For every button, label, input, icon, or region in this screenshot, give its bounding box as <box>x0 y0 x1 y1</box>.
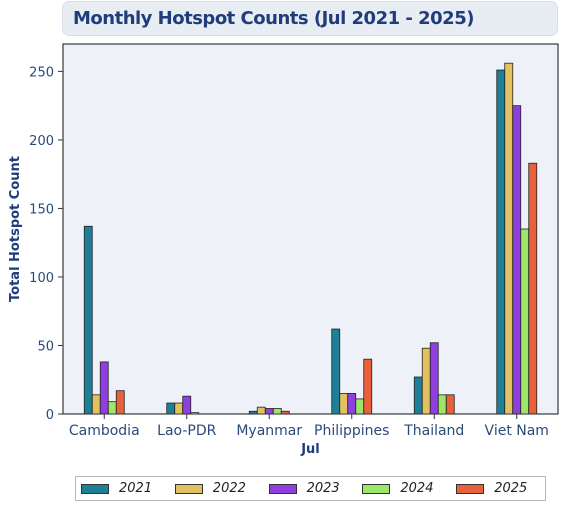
y-tick-label: 50 <box>37 339 54 354</box>
bar <box>528 162 538 415</box>
bar <box>429 342 439 415</box>
bar <box>520 228 530 415</box>
bar <box>331 328 341 415</box>
bar <box>339 393 349 415</box>
x-tick-label: Lao-PDR <box>157 423 216 439</box>
y-tick-label: 150 <box>29 202 54 217</box>
bar <box>107 401 117 415</box>
bar <box>280 410 290 415</box>
bar <box>115 390 125 415</box>
x-tick-label: Viet Nam <box>485 423 549 439</box>
x-tick-label: Cambodia <box>69 423 140 439</box>
bar <box>99 361 109 415</box>
bar <box>413 376 423 415</box>
bar <box>504 62 514 415</box>
bar <box>166 402 176 415</box>
bar <box>512 105 522 415</box>
bar <box>83 225 93 415</box>
bar <box>91 394 101 415</box>
legend-label: 2025 <box>494 481 528 496</box>
bar <box>496 69 506 415</box>
x-tick-label: Thailand <box>403 423 464 439</box>
y-tick-label: 250 <box>29 65 54 80</box>
legend-label: 2021 <box>119 481 153 496</box>
legend-label: 2024 <box>400 481 434 496</box>
chart-title: Monthly Hotspot Counts (Jul 2021 - 2025) <box>73 8 474 29</box>
bar <box>190 412 200 415</box>
legend-swatch <box>268 484 297 494</box>
bar-chart: 0 50 100 150 200 250 Cambodia Lao-PDR Myanmar Phi… <box>8 43 559 457</box>
bar <box>264 408 274 415</box>
y-tick-label: 100 <box>29 271 54 286</box>
bar <box>437 394 447 415</box>
bar <box>182 395 192 415</box>
bar <box>248 410 258 415</box>
legend-swatch <box>362 484 391 494</box>
chart-title-box: Monthly Hotspot Counts (Jul 2021 - 2025) <box>62 1 558 36</box>
x-tick-label: Philippines <box>314 423 389 439</box>
legend-swatch <box>456 484 485 494</box>
bar <box>445 394 455 415</box>
bar <box>421 347 431 415</box>
bar <box>256 406 266 415</box>
y-axis-label: Total Hotspot Count <box>8 156 23 302</box>
bar <box>363 358 373 415</box>
bar <box>272 408 282 415</box>
x-axis-label: Jul <box>300 442 320 457</box>
legend-label: 2022 <box>212 481 246 496</box>
legend-swatch <box>174 484 203 494</box>
chart-legend: 2021 2022 2023 2024 2025 <box>75 476 546 501</box>
plot-area <box>62 43 559 415</box>
y-tick-label: 0 <box>46 408 54 423</box>
bar <box>347 393 357 415</box>
legend-swatch <box>81 484 109 494</box>
bar <box>355 398 365 415</box>
x-tick-label: Myanmar <box>236 423 302 439</box>
y-tick-label: 200 <box>29 134 54 149</box>
legend-label: 2023 <box>306 481 340 496</box>
bar <box>174 402 184 415</box>
